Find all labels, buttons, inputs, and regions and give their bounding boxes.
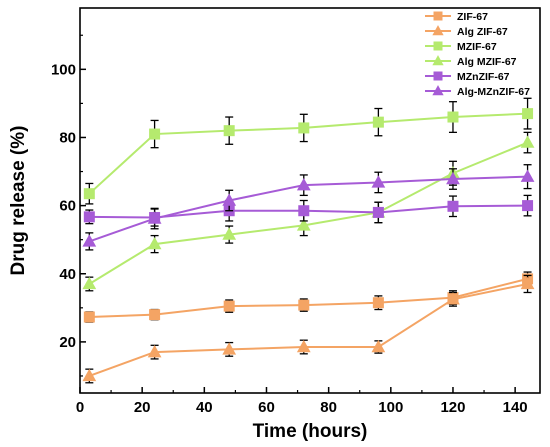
x-tick-label: 140 xyxy=(503,399,528,416)
legend-item: ZIF-67 xyxy=(425,11,488,23)
legend-item: MZIF-67 xyxy=(425,41,497,53)
legend-marker xyxy=(433,41,443,51)
x-tick-label: 40 xyxy=(196,399,213,416)
data-point xyxy=(520,169,535,182)
data-point xyxy=(83,188,95,200)
legend-label: MZIF-67 xyxy=(457,41,497,53)
legend-label: MZnZIF-67 xyxy=(457,71,510,83)
data-point xyxy=(147,344,162,358)
data-point xyxy=(222,227,237,240)
series-2 xyxy=(83,97,534,205)
legend-marker xyxy=(432,55,444,66)
data-point xyxy=(371,339,386,353)
series-5 xyxy=(82,164,535,251)
y-tick-label: 100 xyxy=(51,61,76,78)
x-tick-label: 100 xyxy=(378,399,403,416)
x-tick-label: 60 xyxy=(258,399,275,416)
data-point xyxy=(522,108,534,120)
data-point xyxy=(296,339,311,353)
series-1 xyxy=(82,274,535,384)
data-point xyxy=(372,116,384,128)
legend-label: Alg-MZnZIF-67 xyxy=(457,86,530,98)
y-tick-label: 60 xyxy=(59,198,76,215)
data-point xyxy=(82,234,97,247)
legend-marker xyxy=(432,85,444,96)
series-line xyxy=(88,282,528,377)
data-point xyxy=(372,206,384,218)
data-point xyxy=(371,175,386,188)
legend-label: ZIF-67 xyxy=(457,11,488,23)
data-point xyxy=(296,178,311,191)
data-point xyxy=(372,297,384,309)
legend-marker xyxy=(433,71,443,81)
y-tick-label: 80 xyxy=(59,129,76,146)
data-point xyxy=(447,111,459,123)
legend-item: MZnZIF-67 xyxy=(425,71,510,83)
data-point xyxy=(520,276,535,290)
legend-marker xyxy=(432,25,444,36)
legend-item: Alg-MZnZIF-67 xyxy=(425,85,530,98)
x-tick-label: 120 xyxy=(440,399,465,416)
legend-marker xyxy=(433,11,443,21)
legend-label: Alg ZIF-67 xyxy=(457,26,508,38)
legend-item: Alg MZIF-67 xyxy=(425,55,517,68)
data-point xyxy=(298,122,310,134)
data-point xyxy=(222,193,237,206)
data-point xyxy=(446,292,460,305)
data-point xyxy=(147,211,162,224)
data-point xyxy=(147,236,162,250)
legend-label: Alg MZIF-67 xyxy=(457,56,517,68)
x-tick-label: 20 xyxy=(134,399,151,416)
data-point xyxy=(223,125,235,137)
y-tick-label: 20 xyxy=(59,334,76,351)
y-tick-label: 40 xyxy=(59,266,76,283)
axis-ticks: 0 20 40 60 80 100 120 140 20 40 60 80 100 xyxy=(51,34,528,416)
data-point xyxy=(446,171,460,185)
y-axis-title: Drug release (%) xyxy=(8,126,29,276)
x-tick-label: 80 xyxy=(320,399,337,416)
plot-frame xyxy=(79,7,541,394)
x-tick-label: 0 xyxy=(76,399,84,416)
data-point xyxy=(520,135,535,148)
legend-item: Alg ZIF-67 xyxy=(425,25,508,38)
data-point xyxy=(223,300,235,312)
data-point xyxy=(298,299,310,311)
data-point xyxy=(447,200,459,212)
data-point xyxy=(83,211,95,223)
data-point xyxy=(222,342,237,355)
data-point xyxy=(296,218,311,231)
data-point xyxy=(83,311,95,323)
data-point xyxy=(82,368,97,382)
data-point xyxy=(82,276,97,290)
legend: ZIF-67 Alg ZIF-67 MZIF-67 Alg MZIF-67 MZnZIF… xyxy=(425,11,530,98)
data-point xyxy=(149,128,161,140)
plot-layer xyxy=(82,97,535,384)
x-axis-title: Time (hours) xyxy=(253,421,368,442)
data-point xyxy=(298,205,310,217)
data-point xyxy=(522,200,534,212)
data-point xyxy=(149,309,161,321)
